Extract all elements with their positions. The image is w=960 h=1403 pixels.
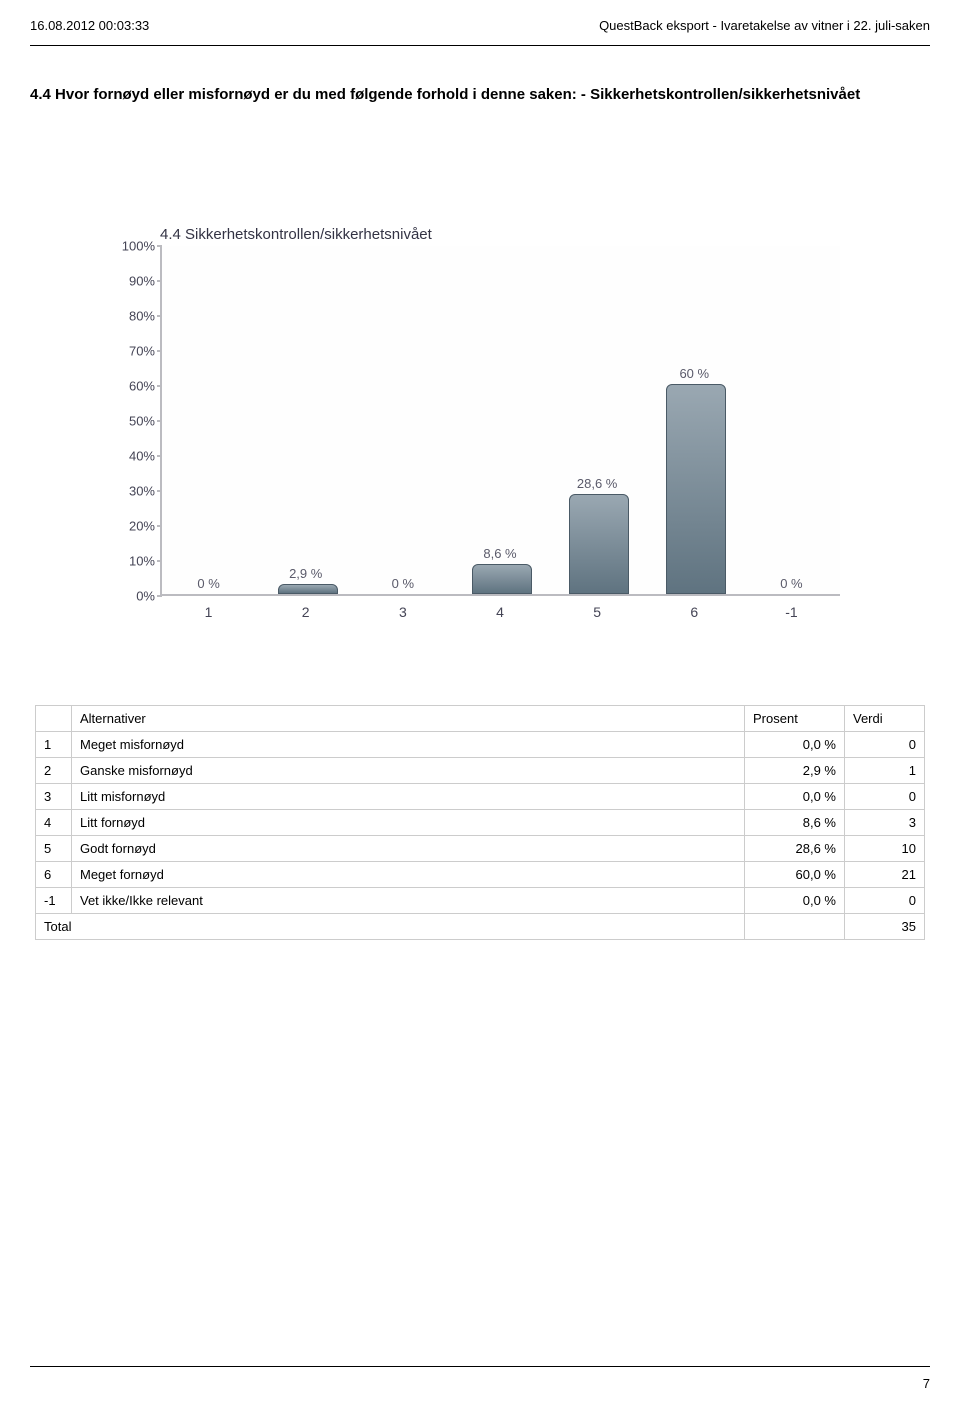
y-axis-label: 100%: [110, 239, 155, 254]
row-value: 3: [845, 810, 925, 836]
y-axis-label: 10%: [110, 554, 155, 569]
bar-value-label: 0 %: [363, 576, 443, 591]
bar-value-label: 60 %: [654, 366, 734, 381]
bar-value-label: 2,9 %: [266, 566, 346, 581]
y-axis-label: 20%: [110, 519, 155, 534]
row-label: Meget misfornøyd: [72, 732, 745, 758]
chart-bar: [666, 384, 726, 594]
row-value: 0: [845, 888, 925, 914]
bar-chart: 0%10%20%30%40%50%60%70%80%90%100%0 %12,9…: [110, 246, 840, 626]
y-axis-label: 40%: [110, 449, 155, 464]
x-axis-label: -1: [785, 604, 797, 620]
y-axis-label: 30%: [110, 484, 155, 499]
y-axis-tick: [157, 595, 162, 597]
footer-rule: [30, 1366, 930, 1367]
row-label: Vet ikke/Ikke relevant: [72, 888, 745, 914]
row-percent: 8,6 %: [745, 810, 845, 836]
page-header: 16.08.2012 00:03:33 QuestBack eksport - …: [0, 0, 960, 33]
total-pct-blank: [745, 914, 845, 940]
bar-value-label: 0 %: [169, 576, 249, 591]
results-table: Alternativer Prosent Verdi 1Meget misfor…: [35, 705, 925, 940]
y-axis-tick: [157, 385, 162, 387]
row-value: 0: [845, 784, 925, 810]
table-header-row: Alternativer Prosent Verdi: [36, 706, 925, 732]
chart-title: 4.4 Sikkerhetskontrollen/sikkerhetsnivåe…: [160, 226, 432, 243]
row-index: -1: [36, 888, 72, 914]
header-timestamp: 16.08.2012 00:03:33: [30, 18, 149, 33]
chart-bar: [278, 584, 338, 594]
table-row: 4Litt fornøyd8,6 %3: [36, 810, 925, 836]
question-title: 4.4 Hvor fornøyd eller misfornøyd er du …: [0, 46, 960, 103]
table-total-row: Total 35: [36, 914, 925, 940]
y-axis-label: 70%: [110, 344, 155, 359]
col-header-verdi: Verdi: [845, 706, 925, 732]
row-index: 2: [36, 758, 72, 784]
x-axis-label: 4: [496, 604, 504, 620]
total-value: 35: [845, 914, 925, 940]
row-label: Godt fornøyd: [72, 836, 745, 862]
y-axis-label: 0%: [110, 589, 155, 604]
table-row: 1Meget misfornøyd0,0 %0: [36, 732, 925, 758]
row-label: Litt misfornøyd: [72, 784, 745, 810]
y-axis-label: 90%: [110, 274, 155, 289]
y-axis-tick: [157, 490, 162, 492]
total-label: Total: [36, 914, 745, 940]
row-label: Meget fornøyd: [72, 862, 745, 888]
x-axis-label: 3: [399, 604, 407, 620]
page-number: 7: [923, 1376, 930, 1391]
y-axis-label: 60%: [110, 379, 155, 394]
row-percent: 0,0 %: [745, 784, 845, 810]
chart-plot: [160, 246, 840, 596]
y-axis-tick: [157, 455, 162, 457]
x-axis-label: 6: [690, 604, 698, 620]
bar-value-label: 0 %: [751, 576, 831, 591]
row-percent: 2,9 %: [745, 758, 845, 784]
y-axis-tick: [157, 350, 162, 352]
bar-value-label: 28,6 %: [557, 476, 637, 491]
row-label: Litt fornøyd: [72, 810, 745, 836]
table-row: 6Meget fornøyd60,0 %21: [36, 862, 925, 888]
col-header-alternativer: Alternativer: [72, 706, 745, 732]
row-percent: 0,0 %: [745, 888, 845, 914]
row-index: 5: [36, 836, 72, 862]
row-index: 3: [36, 784, 72, 810]
row-value: 21: [845, 862, 925, 888]
row-label: Ganske misfornøyd: [72, 758, 745, 784]
table-row: 3Litt misfornøyd0,0 %0: [36, 784, 925, 810]
col-header-prosent: Prosent: [745, 706, 845, 732]
col-header-blank: [36, 706, 72, 732]
row-index: 4: [36, 810, 72, 836]
row-percent: 28,6 %: [745, 836, 845, 862]
y-axis-tick: [157, 560, 162, 562]
table-row: 5Godt fornøyd28,6 %10: [36, 836, 925, 862]
x-axis-label: 2: [302, 604, 310, 620]
row-value: 0: [845, 732, 925, 758]
row-value: 1: [845, 758, 925, 784]
y-axis-tick: [157, 525, 162, 527]
x-axis-label: 5: [593, 604, 601, 620]
y-axis-tick: [157, 280, 162, 282]
row-percent: 0,0 %: [745, 732, 845, 758]
chart-bar: [472, 564, 532, 594]
x-axis-label: 1: [205, 604, 213, 620]
table-row: 2Ganske misfornøyd2,9 %1: [36, 758, 925, 784]
chart-bar: [569, 494, 629, 594]
footer-rule-wrap: [30, 1366, 930, 1367]
y-axis-tick: [157, 245, 162, 247]
row-value: 10: [845, 836, 925, 862]
row-percent: 60,0 %: [745, 862, 845, 888]
y-axis-tick: [157, 420, 162, 422]
y-axis-tick: [157, 315, 162, 317]
bar-value-label: 8,6 %: [460, 546, 540, 561]
row-index: 6: [36, 862, 72, 888]
y-axis-label: 50%: [110, 414, 155, 429]
row-index: 1: [36, 732, 72, 758]
y-axis-label: 80%: [110, 309, 155, 324]
header-source: QuestBack eksport - Ivaretakelse av vitn…: [599, 18, 930, 33]
table-row: -1Vet ikke/Ikke relevant0,0 %0: [36, 888, 925, 914]
